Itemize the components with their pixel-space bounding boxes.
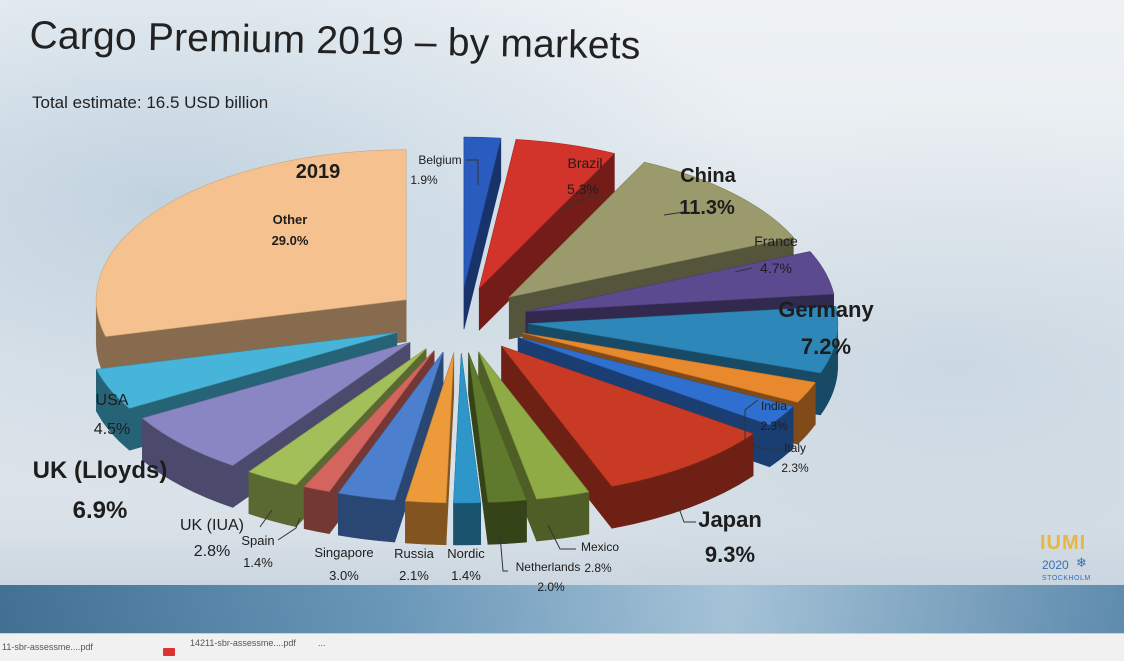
slice-value-russia: 2.1% — [399, 568, 429, 583]
pie-slice-nordic — [453, 352, 482, 546]
slice-rim-nordic-0 — [453, 502, 481, 546]
slice-value-brazil: 5.3% — [567, 181, 599, 197]
slice-top-usa — [95, 332, 397, 409]
slice-top-singapore — [337, 351, 444, 501]
slice-top-netherlands — [468, 352, 527, 503]
slice-value-netherlands: 2.0% — [537, 580, 565, 594]
leader-line-belgium — [466, 159, 479, 185]
taskbar-more[interactable]: ... — [318, 638, 326, 648]
slice-name-france: France — [754, 233, 798, 249]
pie-slice-russia — [405, 352, 455, 546]
slice-value-belgium: 1.9% — [410, 173, 438, 187]
slice-top-nordic — [453, 352, 482, 504]
slice-top-china — [508, 161, 794, 298]
slice-rim-mexico-0 — [536, 491, 590, 542]
slice-value-spain: 1.4% — [243, 555, 273, 570]
pie-slice-brazil — [478, 139, 616, 331]
slice-rim-netherlands-0 — [487, 499, 527, 545]
leader-line-india — [744, 399, 759, 440]
slice-name-germany: Germany — [778, 297, 874, 322]
slice-name-japan: Japan — [698, 507, 762, 532]
taskbar-item-pdf-2[interactable]: 14211-sbr-assessme....pdf — [190, 638, 296, 648]
slice-name-uk-iua: UK (IUA) — [180, 517, 244, 534]
slice-name-spain: Spain — [241, 533, 274, 548]
slice-value-other: 29.0% — [272, 233, 309, 248]
chart-subtitle: Total estimate: 16.5 USD billion — [32, 93, 269, 112]
slice-value-france: 4.7% — [760, 260, 792, 276]
slice-top-italy — [517, 337, 794, 426]
leader-line-spain — [277, 517, 301, 541]
slice-rim-spain-0 — [303, 486, 330, 535]
leader-line-uk-iua — [259, 509, 273, 528]
slice-top-uk-iua — [248, 348, 427, 486]
slice-top-mexico — [478, 351, 590, 500]
slice-name-italy: Italy — [784, 441, 806, 455]
slice-value-japan: 9.3% — [705, 542, 755, 567]
slice-top-france — [525, 251, 835, 312]
logo-city: STOCKHOLM — [1042, 575, 1091, 582]
slice-name-brazil: Brazil — [567, 155, 602, 171]
leader-line-france — [734, 267, 753, 273]
leader-line-netherlands — [499, 534, 508, 572]
pie-slice-japan — [500, 345, 754, 530]
slice-name-russia: Russia — [394, 546, 435, 561]
slice-value-usa: 4.5% — [94, 421, 130, 438]
slice-name-other: Other — [273, 212, 308, 227]
slice-name-mexico: Mexico — [581, 540, 619, 554]
snowflake-icon: ❄ — [1076, 556, 1087, 571]
slice-top-india — [522, 332, 816, 403]
slice-value-nordic: 1.4% — [451, 568, 481, 583]
slice-name-nordic: Nordic — [447, 546, 485, 561]
slice-value-uk-lloyds: 6.9% — [73, 497, 128, 524]
taskbar-item-pdf-1[interactable]: 11-sbr-assessme....pdf — [2, 642, 93, 652]
slice-rim-russia-0 — [405, 500, 447, 546]
slice-top-brazil — [478, 139, 616, 290]
slice-value-italy: 2.3% — [781, 461, 809, 475]
pie-slice-netherlands — [468, 352, 527, 545]
leader-line-mexico — [547, 524, 576, 550]
leader-line-italy — [751, 444, 782, 451]
slice-name-india: India — [761, 399, 787, 413]
slice-top-germany — [527, 305, 839, 374]
slice-value-china: 11.3% — [679, 197, 735, 219]
pie-slice-belgium — [463, 136, 502, 330]
leader-line-japan — [675, 499, 696, 523]
slice-rim-singapore-0 — [338, 492, 395, 543]
logo-iumi: IUMI — [1040, 532, 1087, 554]
slice-name-uk-lloyds: UK (Lloyds) — [33, 457, 168, 484]
slice-value-india: 2.3% — [760, 419, 788, 433]
slice-top-russia — [405, 352, 455, 504]
leader-line-brazil — [561, 195, 604, 211]
leader-line-china — [663, 211, 685, 216]
slice-top-other — [95, 149, 407, 337]
slice-value-germany: 7.2% — [801, 334, 851, 359]
chart-year-label: 2019 — [296, 161, 341, 183]
water-decoration — [0, 585, 1124, 633]
slice-name-belgium: Belgium — [418, 153, 461, 167]
slice-name-usa: USA — [96, 392, 129, 409]
slice-top-japan — [500, 345, 754, 487]
slice-top-belgium — [463, 136, 502, 288]
slice-value-uk-iua: 2.8% — [194, 543, 230, 560]
slice-top-uk-lloyds — [141, 342, 411, 466]
slice-value-singapore: 3.0% — [329, 568, 359, 583]
logo-year: 2020 — [1042, 558, 1069, 572]
slice-name-netherlands: Netherlands — [516, 560, 581, 574]
slice-top-spain — [303, 350, 435, 493]
pdf-icon — [163, 648, 175, 656]
pie-slice-singapore — [337, 351, 444, 543]
slice-name-singapore: Singapore — [314, 545, 373, 560]
slice-value-mexico: 2.8% — [584, 561, 612, 575]
taskbar: 11-sbr-assessme....pdf 14211-sbr-assessm… — [0, 633, 1124, 661]
slice-name-china: China — [680, 165, 736, 187]
